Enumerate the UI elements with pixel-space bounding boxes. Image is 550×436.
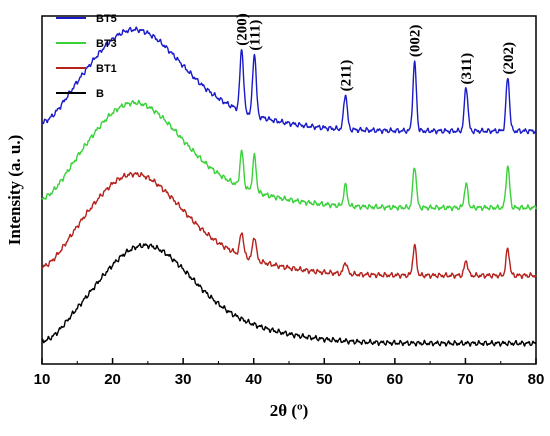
x-tick-label: 70 — [457, 371, 474, 388]
series-line-b — [41, 242, 537, 347]
series-line-bt3 — [41, 99, 537, 212]
peak-label: (002) — [408, 25, 424, 58]
peak-label: (211) — [339, 60, 355, 92]
x-tick-label: 30 — [175, 371, 192, 388]
series-layer — [41, 26, 537, 347]
peak-label: (111) — [247, 20, 263, 51]
x-tick-label: 40 — [245, 371, 262, 388]
legend-label: B — [96, 88, 104, 100]
x-tick-label: 60 — [387, 371, 404, 388]
peak-label: (202) — [501, 42, 517, 75]
peak-label: (311) — [459, 53, 475, 85]
peak-annotations: (200)(111) (211) (002) (311) (202) — [235, 13, 517, 91]
y-axis-title: Intensity (a. u.) — [5, 135, 24, 246]
legend-label: BT3 — [96, 38, 117, 50]
peak-label: (200) — [235, 13, 251, 46]
x-axis: 10 20 30 40 50 60 70 80 — [34, 358, 545, 388]
legend: BT5 BT3 BT1 B — [56, 13, 117, 100]
x-tick-label: 20 — [104, 371, 121, 388]
x-tick-label: 50 — [316, 371, 333, 388]
x-axis-title: 2θ (º) — [270, 401, 309, 420]
legend-label: BT5 — [96, 13, 117, 25]
series-line-bt5 — [41, 26, 537, 135]
series-line-bt1 — [41, 171, 537, 280]
legend-label: BT1 — [96, 63, 117, 75]
x-tick-label: 80 — [528, 371, 545, 388]
x-tick-label: 10 — [34, 371, 51, 388]
